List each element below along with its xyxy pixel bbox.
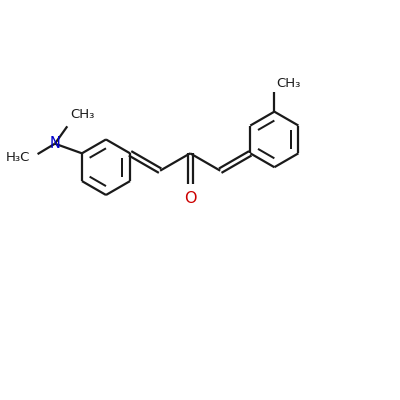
Text: H₃C: H₃C	[6, 151, 30, 164]
Text: N: N	[50, 136, 60, 151]
Text: CH₃: CH₃	[70, 108, 95, 120]
Text: O: O	[184, 191, 196, 206]
Text: CH₃: CH₃	[276, 77, 301, 90]
